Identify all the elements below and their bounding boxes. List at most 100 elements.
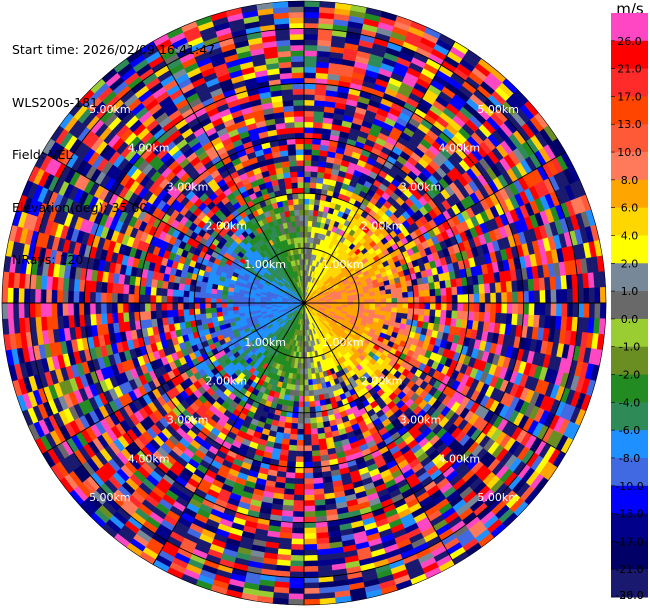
ppi-gate xyxy=(451,294,458,304)
ppi-gate xyxy=(423,283,430,291)
ppi-gate xyxy=(440,302,447,311)
ppi-gate xyxy=(534,290,541,304)
ppi-gate xyxy=(396,292,403,299)
ppi-gate xyxy=(512,302,519,315)
ppi-gate xyxy=(303,28,319,35)
ppi-gate xyxy=(594,287,601,304)
ppi-gate xyxy=(303,390,310,397)
ppi-gate xyxy=(380,302,387,308)
ppi-gate xyxy=(188,296,195,304)
ppi-gate xyxy=(291,417,299,424)
ppi-gate xyxy=(303,198,310,205)
ppi-gate xyxy=(550,302,557,317)
ppi-gate xyxy=(306,357,311,364)
ppi-gate xyxy=(391,307,398,313)
ppi-gate xyxy=(166,295,173,304)
ppi-gate xyxy=(451,310,458,320)
ppi-gate xyxy=(292,522,305,529)
ppi-gate xyxy=(303,39,319,46)
ppi-gate xyxy=(401,286,408,293)
ppi-gate xyxy=(56,289,63,304)
ppi-gate xyxy=(133,293,140,304)
ppi-gate xyxy=(172,302,179,311)
ppi-gate xyxy=(424,302,431,310)
ppi-gate xyxy=(462,302,469,312)
ppi-gate xyxy=(193,302,201,309)
ppi-gate xyxy=(303,55,318,62)
ppi-gate xyxy=(473,293,480,304)
ppi-gate xyxy=(294,467,305,474)
ppi-gate xyxy=(200,313,207,320)
ppi-gate xyxy=(308,198,316,205)
ppi-gate xyxy=(298,396,305,403)
ppi-gate xyxy=(122,311,130,323)
ppi-gate xyxy=(313,105,325,113)
ppi-gate xyxy=(407,291,414,298)
ppi-gate xyxy=(501,292,508,304)
ppi-gate xyxy=(172,295,179,304)
ppi-gate xyxy=(34,302,42,318)
ppi-gate xyxy=(440,309,447,319)
ppi-gate xyxy=(423,309,431,317)
ppi-gate xyxy=(293,395,300,402)
ppi-gate xyxy=(45,289,52,304)
ppi-gate xyxy=(314,94,327,102)
ppi-gate xyxy=(288,439,298,446)
ppi-gate xyxy=(500,313,508,325)
ppi-gate xyxy=(358,296,365,301)
ppi-gate xyxy=(316,177,324,184)
ppi-gate xyxy=(358,302,365,307)
ppi-gate xyxy=(303,138,313,145)
ppi-gate xyxy=(292,511,305,518)
ppi-gate xyxy=(396,307,403,314)
ppi-gate xyxy=(298,401,305,408)
ppi-gate xyxy=(7,302,14,319)
ppi-gate xyxy=(312,121,324,129)
ppi-gate xyxy=(386,302,393,308)
ppi-gate xyxy=(303,445,312,452)
ppi-gate xyxy=(291,538,305,545)
ppi-gate xyxy=(303,401,310,408)
ppi-gate xyxy=(89,291,96,304)
ppi-gate xyxy=(306,362,312,370)
ppi-gate xyxy=(303,0,321,8)
ppi-gate xyxy=(369,299,376,304)
ppi-gate xyxy=(300,368,305,375)
ppi-gate xyxy=(303,83,316,90)
ppi-gate xyxy=(308,209,314,216)
ppi-gate xyxy=(478,311,486,323)
ppi-gate xyxy=(311,154,320,162)
ppi-gate xyxy=(456,310,464,320)
ppi-gate xyxy=(413,290,420,298)
ppi-gate xyxy=(308,384,314,391)
ppi-gate xyxy=(194,308,201,315)
ppi-gate xyxy=(435,302,442,311)
ppi-gate xyxy=(155,310,163,319)
ppi-gate xyxy=(310,165,319,173)
ppi-gate xyxy=(308,204,315,211)
ppi-gate xyxy=(577,288,585,304)
ppi-gate xyxy=(303,428,312,435)
ppi-gate xyxy=(303,434,312,441)
ppi-gate xyxy=(122,293,129,304)
ppi-gate xyxy=(287,598,305,606)
ppi-gate xyxy=(588,302,596,319)
ppi-gate xyxy=(303,527,317,534)
ppi-gate xyxy=(294,384,300,391)
ppi-gate xyxy=(375,298,382,304)
ppi-gate xyxy=(294,478,305,485)
ppi-gate xyxy=(295,379,301,386)
ppi-gate xyxy=(144,294,151,304)
ppi-gate xyxy=(221,302,228,308)
ppi-gate xyxy=(303,154,312,161)
ppi-gate xyxy=(210,302,217,309)
ppi-gate xyxy=(506,291,513,304)
ppi-gate xyxy=(117,302,124,313)
ppi-gate xyxy=(288,444,297,452)
ppi-gate xyxy=(511,313,519,326)
ppi-gate xyxy=(303,544,318,551)
ppi-gate xyxy=(303,50,318,57)
ppi-gate xyxy=(312,472,323,479)
ppi-gate xyxy=(111,312,119,324)
ppi-gate xyxy=(315,182,324,190)
